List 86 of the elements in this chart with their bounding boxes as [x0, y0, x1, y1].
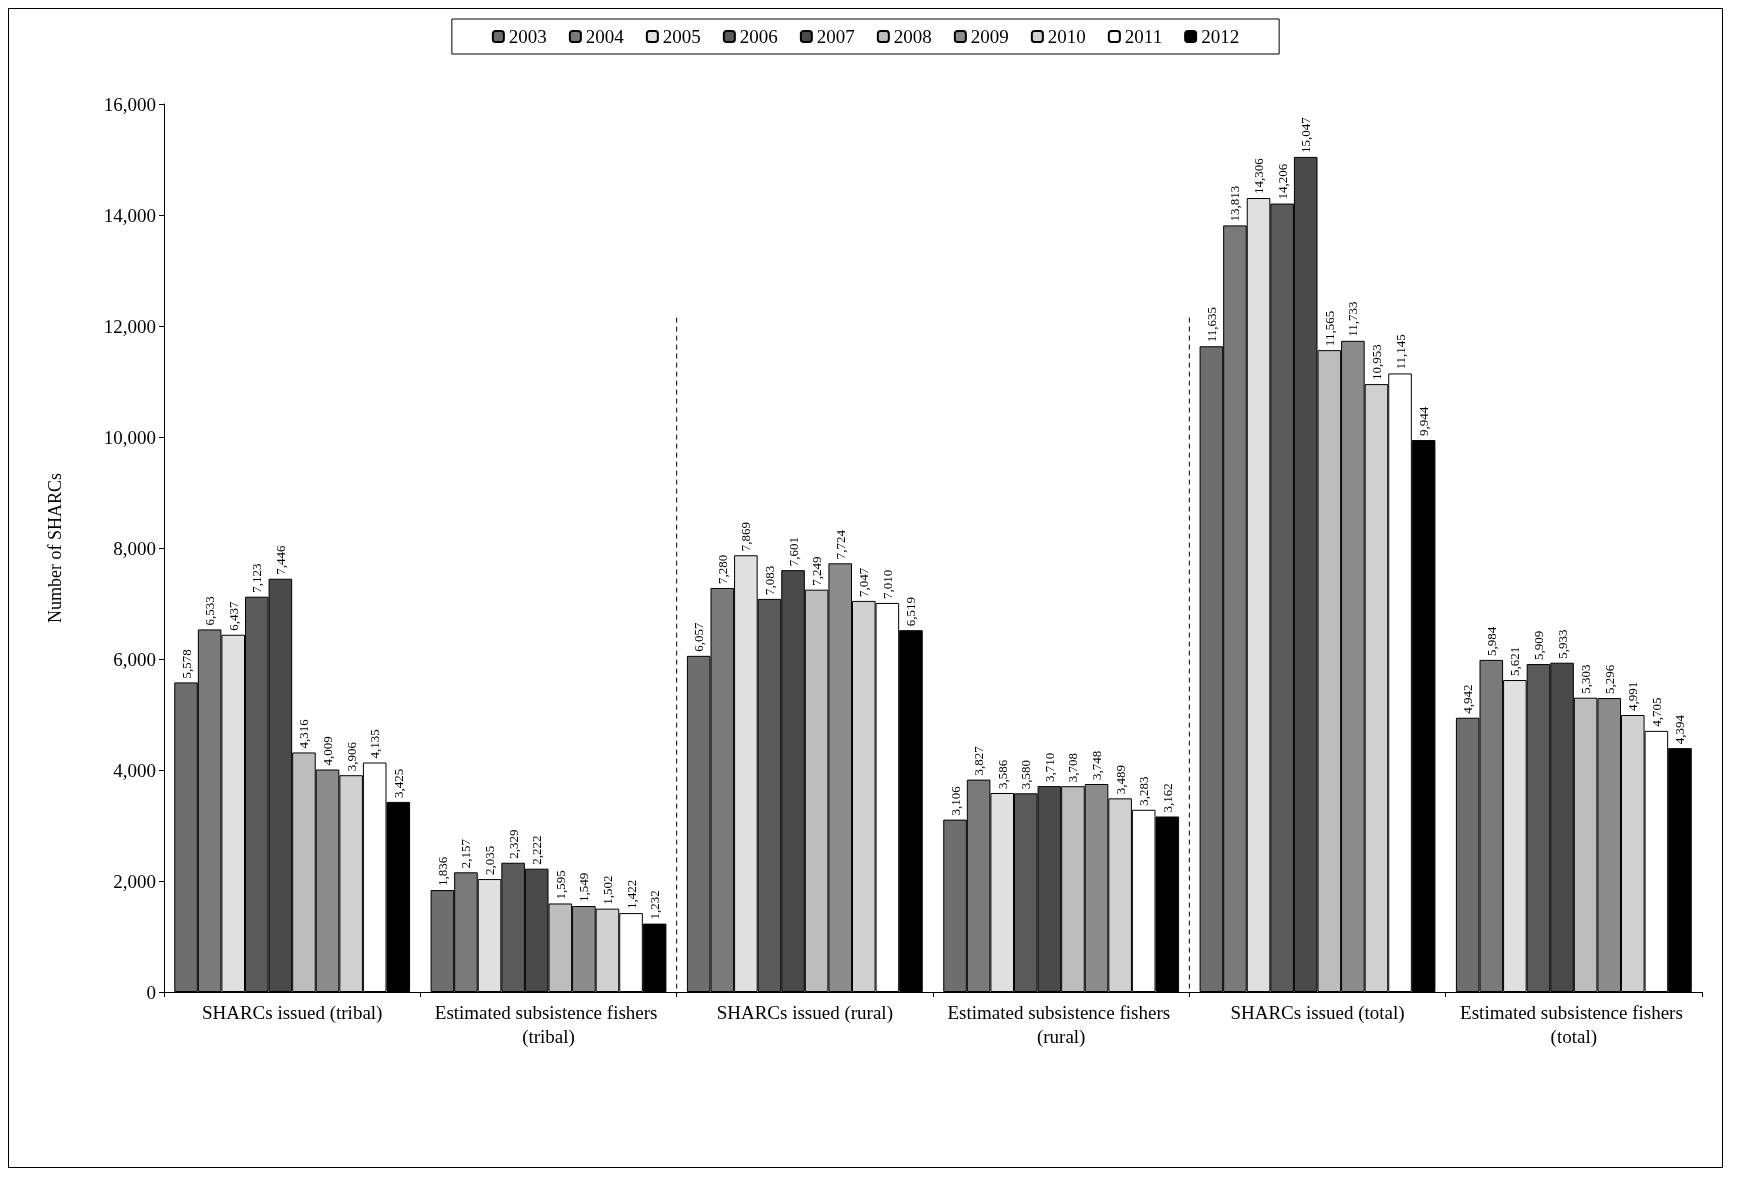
data-label: 14,306 — [1251, 157, 1267, 195]
y-axis-title: Number of SHARCs — [45, 472, 65, 624]
data-label: 1,422 — [623, 879, 639, 910]
data-label: 4,942 — [1460, 684, 1476, 714]
data-label: 3,708 — [1065, 752, 1081, 783]
data-label: 7,123 — [249, 563, 265, 593]
legend-label: 2010 — [1047, 26, 1086, 47]
data-label: 7,010 — [879, 569, 895, 599]
data-label: 7,601 — [785, 536, 801, 567]
data-label: 3,106 — [947, 785, 963, 816]
x-tick-label: SHARCs issued (rural) — [716, 1001, 893, 1024]
data-label: 13,813 — [1227, 185, 1243, 222]
data-label: 3,489 — [1112, 765, 1128, 795]
legend-label: 2008 — [893, 26, 932, 47]
legend-label: 2007 — [816, 26, 855, 47]
data-label: 3,283 — [1136, 776, 1152, 806]
data-label: 11,733 — [1345, 301, 1361, 337]
data-label: 5,621 — [1507, 646, 1523, 677]
x-tick-label: Estimated subsistence fishers (rural) — [947, 1001, 1175, 1048]
data-label: 4,394 — [1672, 714, 1688, 745]
data-label: 7,047 — [856, 567, 872, 597]
x-tick-label: SHARCs issued (tribal) — [201, 1001, 383, 1024]
legend-label: 2011 — [1124, 26, 1163, 47]
data-label: 6,519 — [903, 596, 919, 627]
data-label: 5,296 — [1601, 664, 1617, 695]
data-label: 4,135 — [367, 729, 383, 759]
data-label: 4,705 — [1648, 697, 1664, 727]
data-label: 14,206 — [1274, 163, 1290, 200]
data-label: 7,083 — [761, 565, 777, 595]
data-label: 6,533 — [202, 596, 218, 626]
y-tick-label: 12,000 — [103, 315, 156, 337]
data-label: 7,280 — [714, 554, 730, 584]
y-tick-label: 0 — [146, 981, 156, 1003]
data-label: 3,162 — [1159, 783, 1175, 813]
x-tick-label: Estimated subsistence fishers (tribal) — [434, 1001, 663, 1048]
x-tick-label: SHARCs issued (total) — [1230, 1001, 1405, 1024]
legend-label: 2012 — [1201, 26, 1240, 47]
data-label: 11,145 — [1392, 334, 1408, 370]
data-label: 5,909 — [1530, 630, 1546, 661]
data-label: 5,984 — [1483, 626, 1499, 656]
data-label: 7,724 — [832, 529, 848, 560]
y-tick-label: 4,000 — [113, 759, 156, 781]
data-label: 5,933 — [1554, 629, 1570, 659]
data-label: 11,635 — [1203, 306, 1219, 343]
y-tick-label: 2,000 — [113, 870, 156, 892]
data-label: 6,057 — [691, 622, 707, 652]
legend-label: 2003 — [508, 26, 547, 47]
y-tick-label: 16,000 — [103, 93, 156, 115]
data-label: 2,329 — [505, 829, 521, 859]
legend-label: 2009 — [970, 26, 1009, 47]
y-tick-label: 8,000 — [113, 537, 156, 559]
data-label: 1,502 — [599, 875, 615, 905]
data-label: 3,580 — [1018, 760, 1034, 790]
y-tick-label: 10,000 — [103, 426, 156, 448]
data-label: 3,827 — [971, 745, 987, 776]
data-label: 2,222 — [529, 835, 545, 865]
data-label: 1,232 — [647, 890, 663, 920]
data-label: 7,249 — [809, 556, 825, 586]
data-label: 4,991 — [1625, 681, 1641, 711]
data-label: 3,586 — [994, 759, 1010, 789]
data-label: 10,953 — [1368, 344, 1384, 381]
data-label: 6,437 — [225, 601, 241, 631]
data-label: 4,009 — [320, 736, 336, 766]
x-tick-label: Estimated subsistence fishers (total) — [1460, 1001, 1688, 1048]
data-label: 1,549 — [576, 872, 592, 903]
data-label: 7,869 — [738, 522, 754, 552]
data-label: 5,303 — [1578, 664, 1594, 694]
legend-label: 2004 — [585, 26, 625, 47]
data-label: 15,047 — [1298, 116, 1314, 153]
data-label: 2,157 — [458, 838, 474, 869]
data-label: 1,595 — [552, 870, 568, 900]
data-label: 3,425 — [390, 768, 406, 798]
data-label: 11,565 — [1321, 310, 1337, 347]
data-label: 3,748 — [1089, 750, 1105, 780]
data-label: 5,578 — [178, 649, 194, 679]
data-label: 9,944 — [1416, 406, 1432, 437]
data-label: 4,316 — [296, 718, 312, 749]
data-label: 3,906 — [343, 741, 359, 772]
y-tick-label: 14,000 — [103, 204, 156, 226]
legend-label: 2005 — [662, 26, 701, 47]
data-label: 1,836 — [434, 856, 450, 887]
y-tick-label: 6,000 — [113, 648, 156, 670]
data-label: 3,710 — [1041, 752, 1057, 783]
legend-label: 2006 — [739, 26, 778, 47]
data-label: 2,035 — [482, 845, 498, 876]
data-label: 7,446 — [272, 545, 288, 575]
